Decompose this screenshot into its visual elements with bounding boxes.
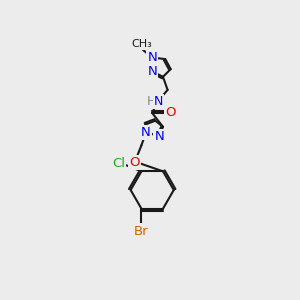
Text: N: N (147, 65, 157, 78)
Text: N: N (147, 51, 157, 64)
Text: H: H (147, 95, 156, 108)
Text: N: N (154, 95, 163, 108)
Text: N: N (154, 130, 164, 142)
Text: Cl: Cl (112, 157, 125, 170)
Text: O: O (165, 106, 176, 119)
Text: N: N (141, 126, 151, 139)
Text: CH₃: CH₃ (131, 39, 152, 49)
Text: Br: Br (134, 224, 149, 238)
Text: O: O (129, 156, 140, 169)
